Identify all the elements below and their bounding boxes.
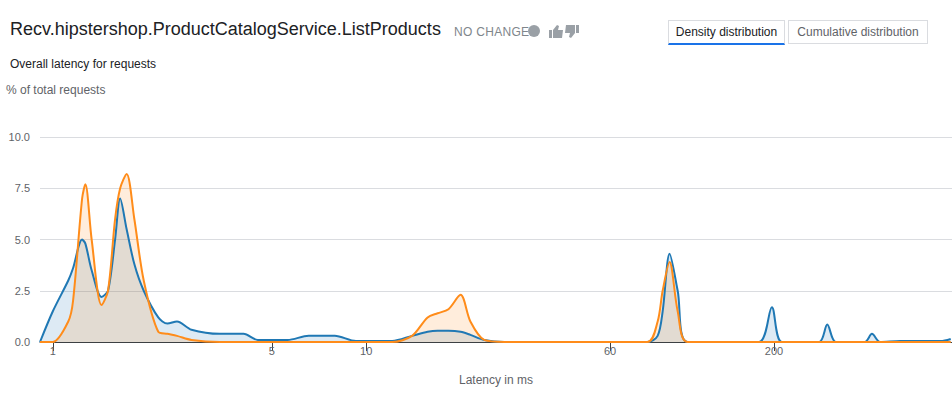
svg-text:10.0: 10.0 [9, 131, 30, 143]
html-text:NO CHANGE: NO CHANGE [454, 25, 530, 39]
html-text:Recv.hipstershop.ProductCatalo: Recv.hipstershop.ProductCatalogService.L… [10, 19, 441, 39]
html-text:Overall latency for requests: Overall latency for requests [10, 57, 157, 71]
svg-text:5.0: 5.0 [15, 234, 30, 246]
svg-text:0.0: 0.0 [15, 336, 30, 348]
html-text:% of total requests: % of total requests [6, 83, 106, 97]
svg-text:10: 10 [360, 345, 372, 357]
svg-text:7.5: 7.5 [15, 182, 30, 194]
svg-text:Latency in ms: Latency in ms [459, 373, 533, 387]
svg-text:60: 60 [604, 345, 616, 357]
html-text:Cumulative distribution: Cumulative distribution [797, 25, 919, 39]
svg-text:5: 5 [269, 345, 275, 357]
svg-text:1: 1 [50, 345, 56, 357]
svg-text:200: 200 [765, 345, 783, 357]
html-text:Density distribution: Density distribution [675, 25, 778, 39]
svg-text:2.5: 2.5 [15, 285, 30, 297]
